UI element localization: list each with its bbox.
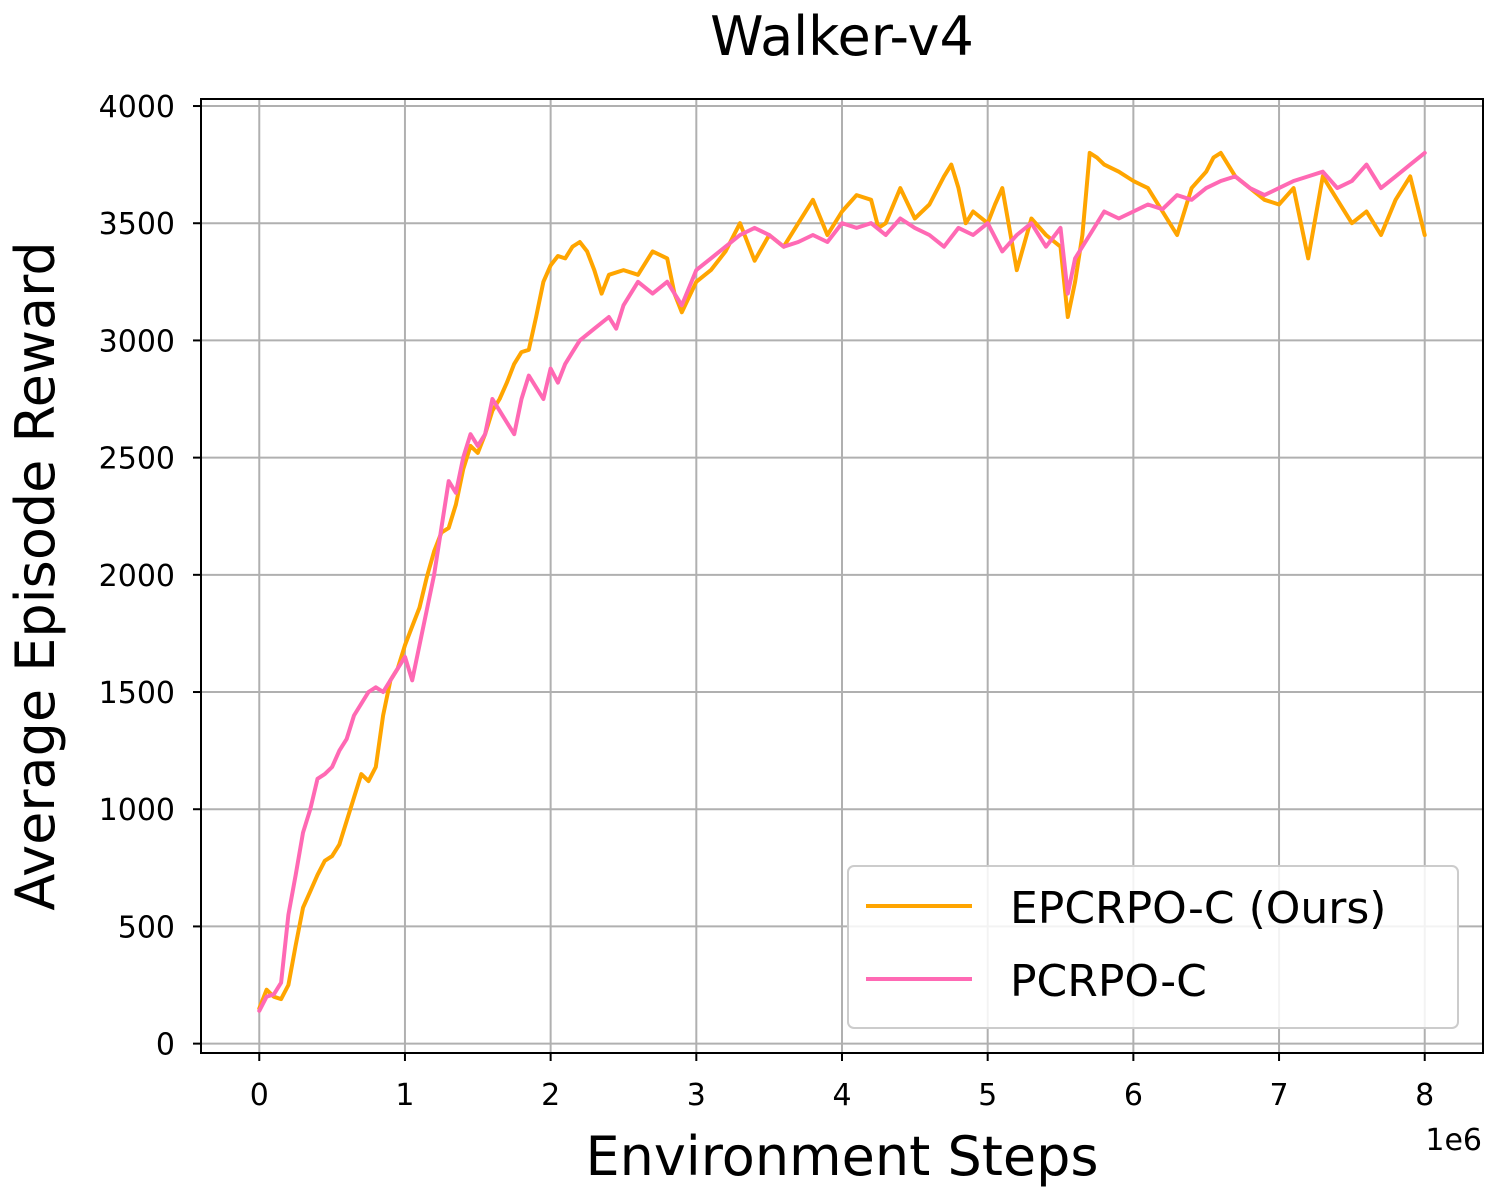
y-tick-label: 3000 — [99, 324, 175, 359]
chart-title: Walker-v4 — [710, 5, 974, 68]
x-tick-label: 4 — [832, 1078, 851, 1113]
legend: EPCRPO-C (Ours) PCRPO-C — [847, 865, 1459, 1029]
x-tick-label: 1 — [395, 1078, 414, 1113]
x-tick-label: 6 — [1124, 1078, 1143, 1113]
legend-label-pcrpo-c: PCRPO-C — [1010, 956, 1207, 1007]
x-tick-label: 0 — [250, 1078, 269, 1113]
y-tick-label: 0 — [156, 1028, 175, 1063]
x-axis-offset-label: 1e6 — [1425, 1123, 1482, 1158]
x-tick-label: 8 — [1415, 1078, 1434, 1113]
y-tick-label: 4000 — [99, 90, 175, 125]
series-line-pcrpo-c — [257, 150, 1427, 1013]
y-tick-label: 1000 — [99, 793, 175, 828]
series-layer — [257, 150, 1427, 1013]
x-tick-label: 5 — [978, 1078, 997, 1113]
x-axis-label: Environment Steps — [585, 1125, 1098, 1188]
y-tick-label: 500 — [118, 910, 175, 945]
y-tick-label: 1500 — [99, 676, 175, 711]
y-axis-label: Average Episode Reward — [4, 241, 67, 910]
y-tick-label: 2000 — [99, 559, 175, 594]
axis-ticks: 0 1 2 3 4 5 6 7 8 0 500 1000 1500 2000 2500 3000 3500 400… — [99, 90, 1435, 1113]
y-tick-label: 3500 — [99, 207, 175, 242]
legend-label-epcrpo-c: EPCRPO-C (Ours) — [1010, 883, 1386, 934]
legend-box — [847, 865, 1459, 1029]
x-tick-label: 7 — [1269, 1078, 1288, 1113]
x-tick-label: 2 — [541, 1078, 560, 1113]
x-tick-label: 3 — [687, 1078, 706, 1113]
y-tick-label: 2500 — [99, 442, 175, 477]
